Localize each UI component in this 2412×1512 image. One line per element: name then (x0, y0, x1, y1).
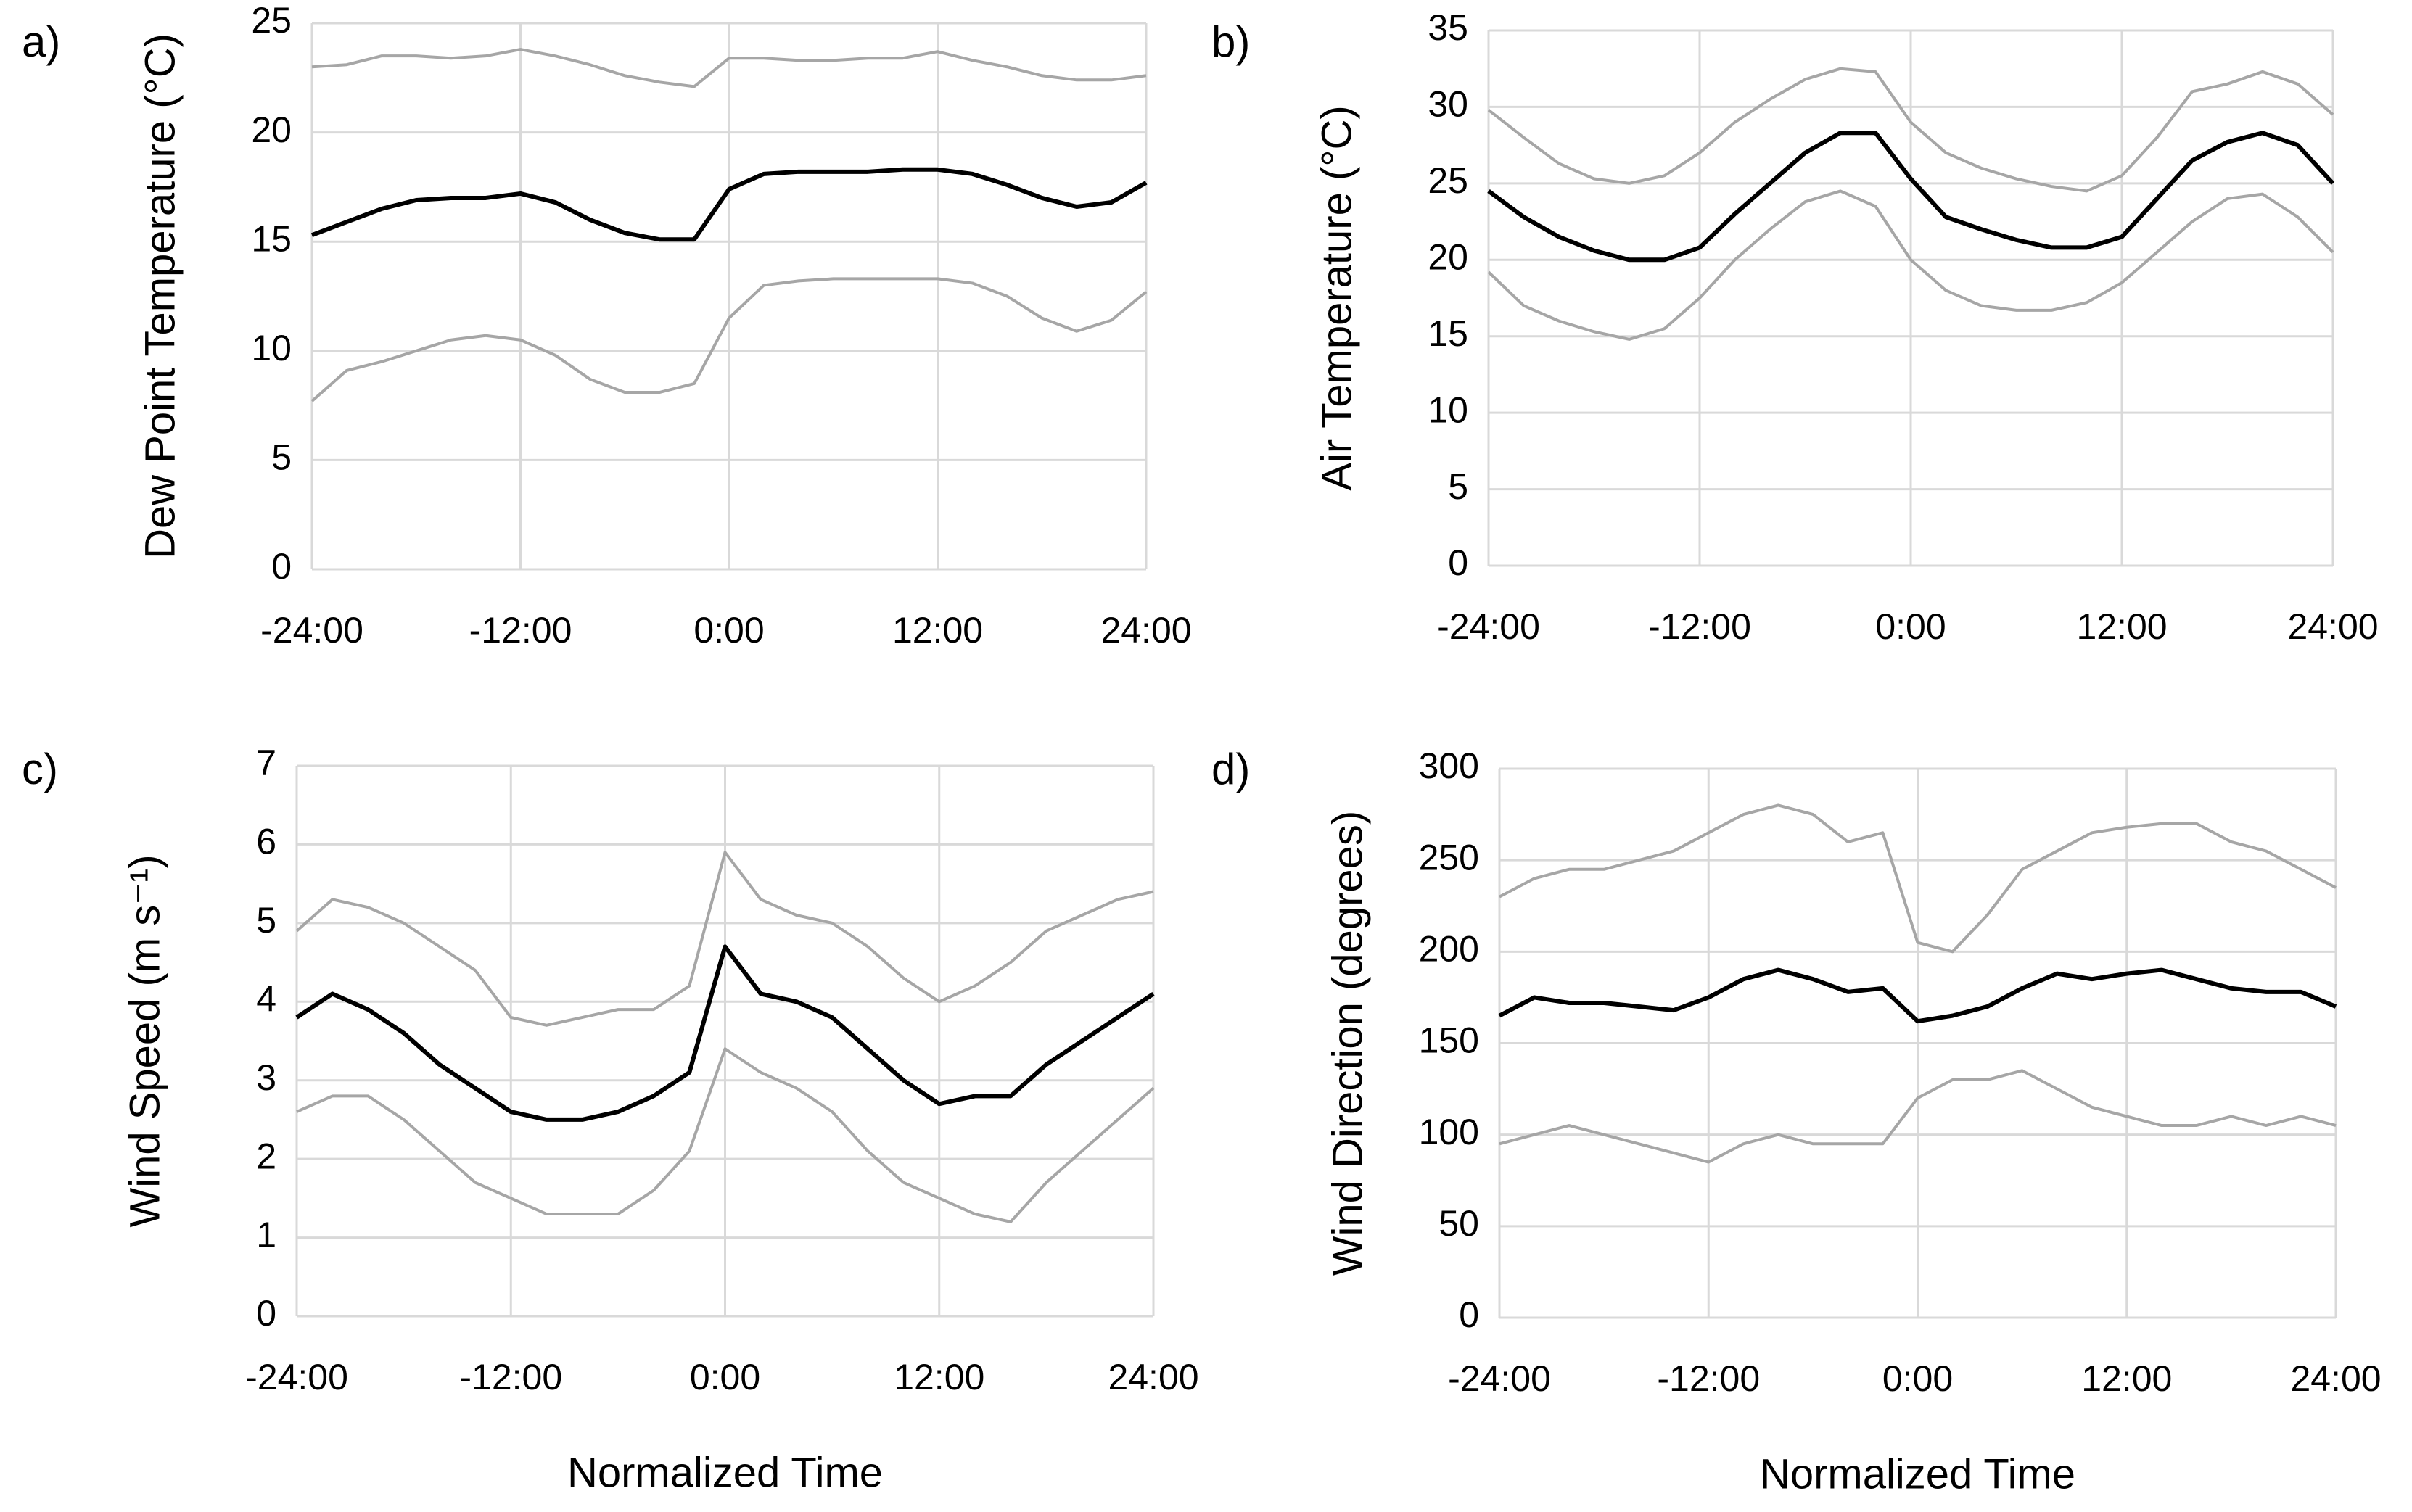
y-tick-label: 15 (1428, 313, 1468, 354)
panel-label: d) (1211, 745, 1250, 793)
x-tick-label: 0:00 (690, 1357, 760, 1397)
x-tick-label: 0:00 (1882, 1358, 1953, 1399)
y-tick-label: 25 (251, 0, 292, 41)
series-line (1498, 967, 2337, 1024)
y-axis-label: Wind Speed (m s⁻¹) (121, 854, 168, 1227)
y-tick-label: 100 (1419, 1112, 1479, 1152)
series-line (310, 167, 1148, 242)
x-tick-label: 12:00 (2081, 1358, 2172, 1399)
x-tick-label: -24:00 (1437, 606, 1540, 647)
y-tick-label: 20 (1428, 236, 1468, 277)
x-tick-label: -24:00 (260, 610, 363, 650)
y-tick-label: 300 (1419, 745, 1479, 786)
x-axis-label: Normalized Time (567, 1449, 883, 1496)
x-axis-label: Normalized Time (1760, 1450, 2075, 1497)
y-tick-label: 5 (271, 437, 292, 478)
x-tick-label: 24:00 (2287, 606, 2378, 647)
series-line (1487, 67, 2334, 193)
y-tick-label: 5 (1448, 466, 1468, 507)
x-tick-label: -12:00 (459, 1357, 562, 1397)
x-tick-label: -24:00 (1448, 1358, 1551, 1399)
series-line (311, 48, 1147, 88)
series-line (310, 277, 1148, 402)
x-tick-label: 12:00 (894, 1357, 984, 1397)
x-tick-label: 24:00 (1100, 610, 1191, 650)
y-tick-label: 30 (1428, 84, 1468, 125)
series-line (296, 1047, 1155, 1223)
y-tick-label: 25 (1428, 160, 1468, 201)
panel-label: a) (22, 17, 60, 66)
y-tick-label: 6 (256, 822, 276, 862)
x-tick-label: -12:00 (469, 610, 572, 650)
series-line (1499, 803, 2337, 954)
y-tick-label: 4 (256, 978, 276, 1019)
y-tick-label: 50 (1438, 1203, 1479, 1244)
y-tick-label: 0 (1448, 542, 1468, 583)
y-tick-label: 3 (256, 1057, 276, 1098)
y-axis-label: Wind Direction (degrees) (1324, 811, 1371, 1276)
y-axis-label: Dew Point Temperature (°C) (136, 33, 184, 559)
y-tick-label: 200 (1419, 929, 1479, 970)
series-line (295, 851, 1154, 1027)
y-tick-label: 5 (256, 900, 276, 941)
x-tick-label: 0:00 (693, 610, 764, 650)
y-tick-label: 150 (1419, 1020, 1479, 1061)
x-tick-label: -12:00 (1648, 606, 1751, 647)
series-line (295, 944, 1155, 1122)
y-tick-label: 0 (1459, 1294, 1479, 1335)
x-tick-label: -24:00 (245, 1357, 348, 1397)
y-tick-label: 20 (251, 110, 292, 150)
y-tick-label: 250 (1419, 837, 1479, 877)
x-tick-label: 24:00 (2290, 1358, 2381, 1399)
panel-label: b) (1211, 17, 1250, 66)
series-line (1487, 189, 2334, 341)
series-line (1499, 1069, 2337, 1164)
y-tick-label: 10 (1428, 389, 1468, 430)
y-tick-label: 15 (251, 218, 292, 259)
y-tick-label: 1 (256, 1215, 276, 1255)
y-tick-label: 0 (256, 1293, 276, 1334)
y-tick-label: 0 (271, 546, 292, 587)
x-tick-label: 0:00 (1875, 606, 1946, 647)
y-tick-label: 2 (256, 1136, 276, 1176)
x-tick-label: 12:00 (892, 610, 983, 650)
series-line (1487, 131, 2335, 263)
y-axis-label: Air Temperature (°C) (1313, 105, 1360, 490)
x-tick-label: 24:00 (1108, 1357, 1198, 1397)
x-tick-label: -12:00 (1657, 1358, 1760, 1399)
y-tick-label: 10 (251, 328, 292, 368)
x-tick-label: 12:00 (2076, 606, 2167, 647)
y-tick-label: 7 (256, 743, 276, 783)
panel-label: c) (22, 745, 58, 793)
y-tick-label: 35 (1428, 7, 1468, 48)
